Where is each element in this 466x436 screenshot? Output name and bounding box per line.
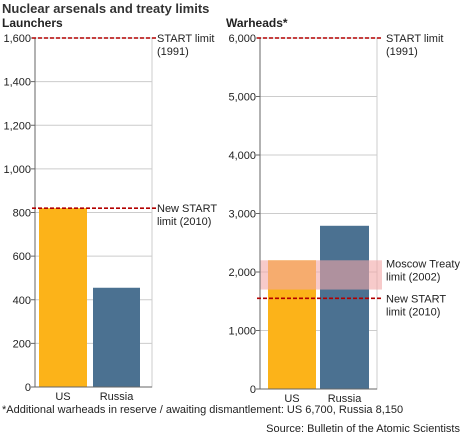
limit-label: limit (2010) xyxy=(157,216,211,228)
y-tick-label: 600 xyxy=(13,251,31,263)
y-tick-label: 2,000 xyxy=(228,267,256,279)
panel-title: Warheads* xyxy=(226,16,288,30)
x-category-label: US xyxy=(284,393,299,405)
limit-label: limit (2010) xyxy=(386,306,440,318)
bar-us xyxy=(39,208,87,387)
y-tick-label: 200 xyxy=(13,338,31,350)
y-tick-label: 6,000 xyxy=(228,33,256,45)
y-tick-label: 0 xyxy=(25,382,31,394)
y-tick-label: 1,200 xyxy=(3,120,31,132)
limit-label: (1991) xyxy=(157,46,189,58)
y-tick-label: 1,000 xyxy=(228,326,256,338)
limit-label: START limit xyxy=(157,33,214,45)
limit-label: START limit xyxy=(386,33,443,45)
y-tick-label: 0 xyxy=(250,384,256,396)
chart-title: Nuclear arsenals and treaty limits xyxy=(2,1,210,16)
moscow-treaty-band xyxy=(260,260,382,290)
x-category-label: Russia xyxy=(100,391,135,403)
limit-label: (1991) xyxy=(386,46,418,58)
bar-russia xyxy=(93,287,140,387)
y-tick-label: 800 xyxy=(13,208,31,220)
limit-label: New START xyxy=(157,203,217,215)
y-tick-label: 5,000 xyxy=(228,92,256,104)
x-category-label: US xyxy=(55,391,70,403)
y-tick-label: 4,000 xyxy=(228,150,256,162)
panel-title: Launchers xyxy=(2,16,63,30)
x-category-label: Russia xyxy=(328,393,363,405)
footnote: *Additional warheads in reserve / awaiti… xyxy=(2,404,404,416)
y-tick-label: 3,000 xyxy=(228,209,256,221)
band-label: limit (2002) xyxy=(386,271,440,283)
band-label: Moscow Treaty xyxy=(386,258,460,270)
source-note: Source: Bulletin of the Atomic Scientist… xyxy=(266,423,460,435)
bar-russia xyxy=(320,225,369,389)
y-tick-label: 1,400 xyxy=(3,77,31,89)
y-tick-label: 400 xyxy=(13,295,31,307)
y-tick-label: 1,600 xyxy=(3,33,31,45)
limit-label: New START xyxy=(386,293,446,305)
y-tick-label: 1,000 xyxy=(3,164,31,176)
